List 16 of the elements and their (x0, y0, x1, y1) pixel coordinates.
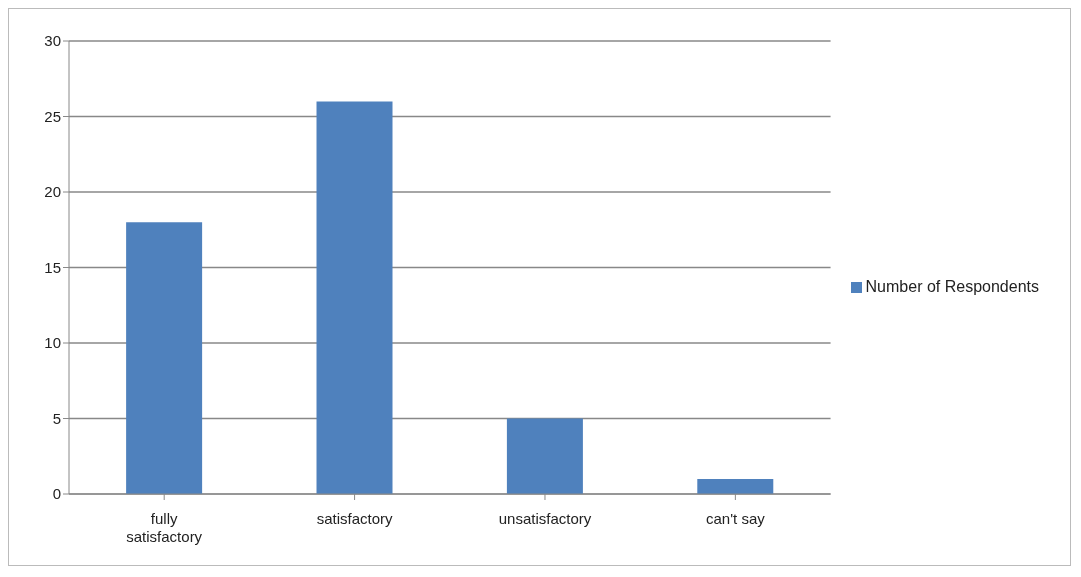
x-tick-label: fully satisfactory (126, 509, 203, 545)
y-tick-label: 25 (44, 107, 61, 125)
x-tick-label: unsatisfactory (498, 509, 592, 527)
bar (697, 478, 774, 494)
x-tick-label: can't say (706, 509, 766, 527)
legend-label: Number of Respondents (865, 277, 1039, 295)
x-tick-label: satisfactory (316, 509, 394, 527)
bar (126, 222, 203, 494)
y-tick-label: 15 (44, 258, 61, 276)
y-tick-label: 0 (52, 485, 61, 503)
y-tick-label: 5 (52, 409, 61, 427)
bar (316, 101, 393, 494)
y-tick-label: 30 (44, 32, 61, 50)
bar (506, 418, 583, 494)
y-tick-label: 10 (44, 334, 61, 352)
y-tick-label: 20 (44, 183, 61, 201)
